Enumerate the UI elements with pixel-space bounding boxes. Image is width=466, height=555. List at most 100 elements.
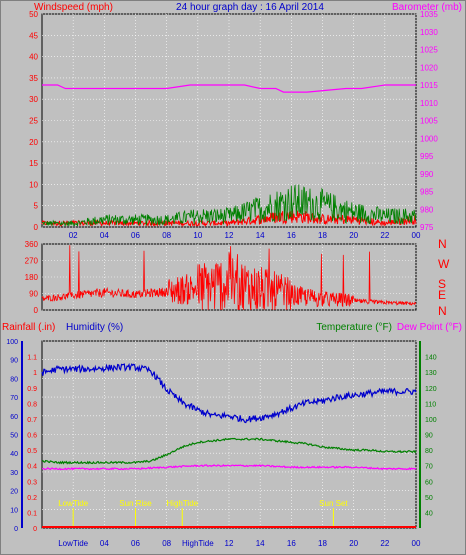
wind-tick-label-45: 45 — [29, 31, 38, 40]
wind-tick-label-10: 10 — [29, 180, 38, 189]
wind-tick-label-50: 50 — [29, 10, 38, 19]
p3-x-tick-6: 14 — [256, 539, 265, 548]
wind-x-tick-00-11: 00 — [412, 231, 421, 240]
gust-series-line — [41, 184, 417, 227]
wind-tick-label-20: 20 — [29, 138, 38, 147]
p3-x-tick-1: 04 — [100, 539, 109, 548]
windspeed-series-line — [41, 209, 417, 228]
p3-x-tick-0: LowTide — [58, 539, 88, 548]
temperature-axis-title: Temperature (°F) — [316, 322, 392, 333]
wind-x-tick-10-4: 10 — [193, 231, 202, 240]
humidity-tick-label-20: 20 — [10, 489, 18, 496]
compass-n-bottom: N — [438, 304, 447, 318]
humidity-axis-title: Humidity (%) — [66, 322, 123, 333]
wind-x-tick-22-10: 22 — [380, 231, 389, 240]
wind-x-tick-18-8: 18 — [318, 231, 327, 240]
baro-tick-label-1015: 1015 — [420, 81, 438, 90]
annotation-label-sun-rise: Sun Rise — [119, 499, 152, 508]
rain-tick-label-0.9: 0.9 — [27, 386, 37, 393]
baro-tick-label-1010: 1010 — [420, 99, 438, 108]
baro-tick-label-1030: 1030 — [420, 28, 438, 37]
p3-x-tick-9: 20 — [349, 539, 358, 548]
compass-s: S — [438, 277, 446, 291]
humidity-tick-label-60: 60 — [10, 414, 18, 421]
baro-tick-label-1025: 1025 — [420, 46, 438, 55]
rain-tick-label-0.6: 0.6 — [27, 433, 37, 440]
temp-tick-label-130: 130 — [425, 370, 437, 377]
wind-x-tick-12-5: 12 — [225, 231, 234, 240]
rain-tick-label-0.2: 0.2 — [27, 495, 37, 502]
humidity-tick-label-80: 80 — [10, 376, 18, 383]
wind-tick-label-0: 0 — [34, 223, 39, 232]
rain-tick-label-0: 0 — [33, 526, 37, 533]
wind-tick-label-30: 30 — [29, 95, 38, 104]
humidity-tick-label-30: 30 — [10, 470, 18, 477]
humidity-tick-label-10: 10 — [10, 507, 18, 514]
p3-x-tick-5: 12 — [225, 539, 234, 548]
temp-tick-label-140: 140 — [425, 355, 437, 362]
wind-tick-label-40: 40 — [29, 53, 38, 62]
temp-tick-label-90: 90 — [425, 433, 433, 440]
baro-tick-label-980: 980 — [420, 205, 434, 214]
compass-e: E — [438, 288, 446, 302]
dir-tick-label-90: 90 — [29, 290, 38, 299]
p3-x-tick-8: 18 — [318, 539, 327, 548]
temp-tick-label-80: 80 — [425, 448, 433, 455]
wind-x-tick-02-0: 02 — [69, 231, 78, 240]
chart-title: 24 hour graph day : 16 April 2014 — [176, 2, 324, 13]
wind-x-tick-08-3: 08 — [162, 231, 171, 240]
p3-x-tick-2: 06 — [131, 539, 140, 548]
wind-tick-label-35: 35 — [29, 74, 38, 83]
dir-tick-label-270: 270 — [25, 257, 39, 266]
humidity-tick-label-50: 50 — [10, 433, 18, 440]
temp-tick-label-100: 100 — [425, 417, 437, 424]
rain-tick-label-0.8: 0.8 — [27, 401, 37, 408]
humidity-tick-label-0: 0 — [14, 526, 18, 533]
baro-tick-label-990: 990 — [420, 170, 434, 179]
wind-x-tick-06-2: 06 — [131, 231, 140, 240]
wind-x-tick-20-9: 20 — [349, 231, 358, 240]
p3-x-tick-10: 22 — [380, 539, 389, 548]
dir-tick-label-360: 360 — [25, 240, 39, 249]
wind-x-tick-04-1: 04 — [100, 231, 109, 240]
dewpoint-axis-title: Dew Point (°F) — [397, 322, 462, 333]
barometer-axis-title: Barometer (mb) — [392, 2, 462, 13]
dir-tick-label-180: 180 — [25, 273, 39, 282]
rainfall-axis-title: Rainfall (.in) — [2, 322, 55, 333]
rain-tick-label-1: 1 — [33, 370, 37, 377]
wind-direction-series-line — [41, 245, 417, 311]
humidity-tick-label-70: 70 — [10, 395, 18, 402]
baro-tick-label-1020: 1020 — [420, 63, 438, 72]
temp-tick-label-70: 70 — [425, 464, 433, 471]
wind-tick-label-15: 15 — [29, 159, 38, 168]
p3-x-tick-7: 16 — [287, 539, 296, 548]
p3-x-tick-11: 00 — [412, 539, 421, 548]
baro-tick-label-1005: 1005 — [420, 117, 438, 126]
baro-tick-label-1000: 1000 — [420, 134, 438, 143]
p3-x-tick-3: 08 — [162, 539, 171, 548]
rain-tick-label-0.3: 0.3 — [27, 479, 37, 486]
humidity-series-line — [41, 362, 417, 424]
temp-tick-label-120: 120 — [425, 386, 437, 393]
compass-n-top: N — [438, 237, 447, 251]
compass-w: W — [438, 257, 450, 271]
dewpoint-series-line — [42, 463, 417, 471]
annotation-label-hightide: HighTide — [166, 499, 198, 508]
humidity-tick-label-40: 40 — [10, 451, 18, 458]
windspeed-axis-title: Windspeed (mph) — [34, 2, 113, 13]
baro-tick-label-975: 975 — [420, 223, 434, 232]
barometer-series-line — [42, 84, 416, 93]
temp-tick-label-50: 50 — [425, 495, 433, 502]
wind-tick-label-5: 5 — [34, 202, 39, 211]
rain-tick-label-0.5: 0.5 — [27, 448, 37, 455]
wind-x-tick-16-7: 16 — [287, 231, 296, 240]
temp-tick-label-110: 110 — [425, 401, 436, 408]
rain-tick-label-0.4: 0.4 — [27, 464, 37, 471]
annotation-label-sun-set: Sun Set — [319, 499, 348, 508]
wind-x-tick-14-6: 14 — [256, 231, 265, 240]
baro-tick-label-995: 995 — [420, 152, 434, 161]
humidity-tick-label-90: 90 — [10, 358, 18, 365]
annotation-label-lowtide: LowTide — [58, 499, 88, 508]
